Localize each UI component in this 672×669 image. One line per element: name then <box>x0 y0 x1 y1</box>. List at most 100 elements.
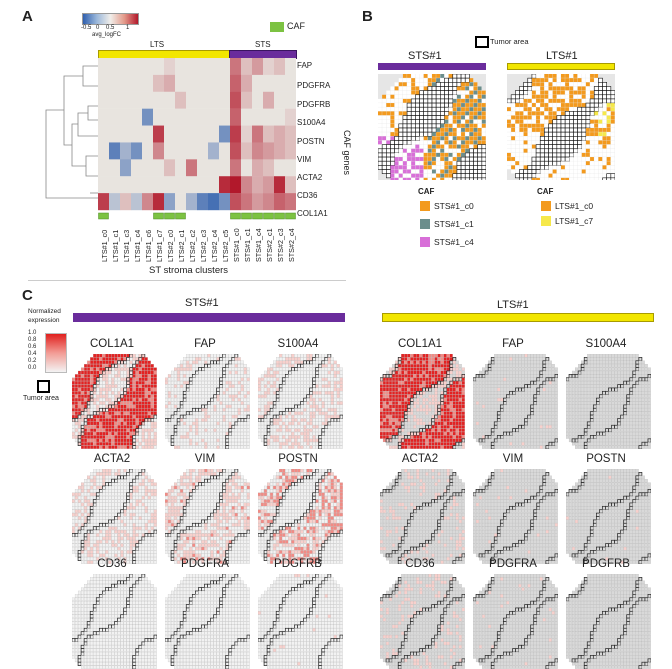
spot <box>189 435 193 439</box>
spot <box>170 414 174 419</box>
expr-legend-title: Normalized <box>28 308 61 315</box>
spot <box>219 408 223 412</box>
gene-title: S100A4 <box>277 338 319 350</box>
spot <box>507 103 511 107</box>
spot <box>440 115 445 120</box>
spot <box>87 374 91 378</box>
spot <box>204 367 208 371</box>
spot <box>465 157 470 161</box>
spot <box>415 161 420 166</box>
spot <box>141 536 145 541</box>
spot <box>276 421 280 426</box>
spot <box>102 519 106 524</box>
spot <box>138 442 142 446</box>
spot <box>138 475 142 480</box>
spot <box>225 391 229 395</box>
spot <box>285 442 289 446</box>
spot <box>81 398 84 402</box>
spot <box>216 418 220 422</box>
spot <box>165 414 168 419</box>
spot <box>81 492 84 496</box>
spot <box>117 401 121 405</box>
spot <box>111 425 115 429</box>
spot <box>279 421 283 426</box>
spot <box>117 509 121 513</box>
spot <box>192 445 196 449</box>
spot <box>198 435 202 439</box>
spot <box>84 526 88 530</box>
spot <box>219 445 223 449</box>
spot <box>263 381 267 385</box>
spot <box>90 482 94 486</box>
spot <box>386 173 391 178</box>
spot <box>135 428 139 432</box>
spot <box>312 391 316 395</box>
spot <box>448 148 453 153</box>
spot <box>473 177 478 180</box>
spot <box>540 161 545 166</box>
spot <box>432 86 436 91</box>
spot <box>291 357 295 361</box>
spot <box>240 435 244 439</box>
spot <box>407 161 411 166</box>
caf-indicator <box>153 212 164 220</box>
spot <box>382 103 387 107</box>
spot <box>141 529 145 534</box>
spot <box>402 148 407 153</box>
spot <box>198 398 202 402</box>
spot <box>129 431 133 436</box>
spot <box>81 489 84 493</box>
spot <box>132 387 136 392</box>
spot <box>144 370 148 375</box>
spot <box>309 367 313 371</box>
spot <box>108 381 112 385</box>
spot <box>74 496 78 500</box>
spot <box>291 425 295 429</box>
spot <box>378 152 382 157</box>
spot <box>243 421 247 426</box>
spot <box>556 82 561 87</box>
spot <box>201 360 205 365</box>
spot <box>243 438 247 443</box>
spot <box>180 411 184 415</box>
spot <box>598 98 603 103</box>
heatmap-cell <box>109 108 121 126</box>
spot <box>81 414 84 419</box>
spot <box>598 148 603 153</box>
spot <box>96 418 100 422</box>
spot <box>198 357 202 361</box>
spot <box>135 384 139 388</box>
spot <box>147 411 151 415</box>
spot <box>246 445 250 449</box>
spot <box>180 377 184 381</box>
spot <box>72 418 75 422</box>
spot <box>74 533 78 537</box>
spot <box>87 394 91 398</box>
spot <box>303 435 307 439</box>
spot <box>386 98 391 103</box>
spot <box>300 438 304 443</box>
spot <box>77 526 81 530</box>
spot <box>481 115 486 120</box>
spot <box>411 132 416 137</box>
spot <box>87 519 91 524</box>
spot <box>382 94 387 99</box>
spot <box>231 425 235 429</box>
spot <box>531 86 536 91</box>
spot <box>469 78 474 83</box>
spot <box>390 128 395 132</box>
spot <box>198 381 202 385</box>
spot <box>90 509 94 513</box>
spot <box>273 360 277 365</box>
caf-indicator <box>186 213 197 219</box>
spot <box>108 421 112 426</box>
spot <box>72 492 75 496</box>
spot <box>378 165 382 170</box>
spot <box>327 384 331 388</box>
spot <box>186 438 190 443</box>
spot <box>87 401 91 405</box>
spot <box>186 421 190 426</box>
spot <box>263 428 267 432</box>
spot <box>102 529 106 534</box>
spot <box>309 431 313 436</box>
